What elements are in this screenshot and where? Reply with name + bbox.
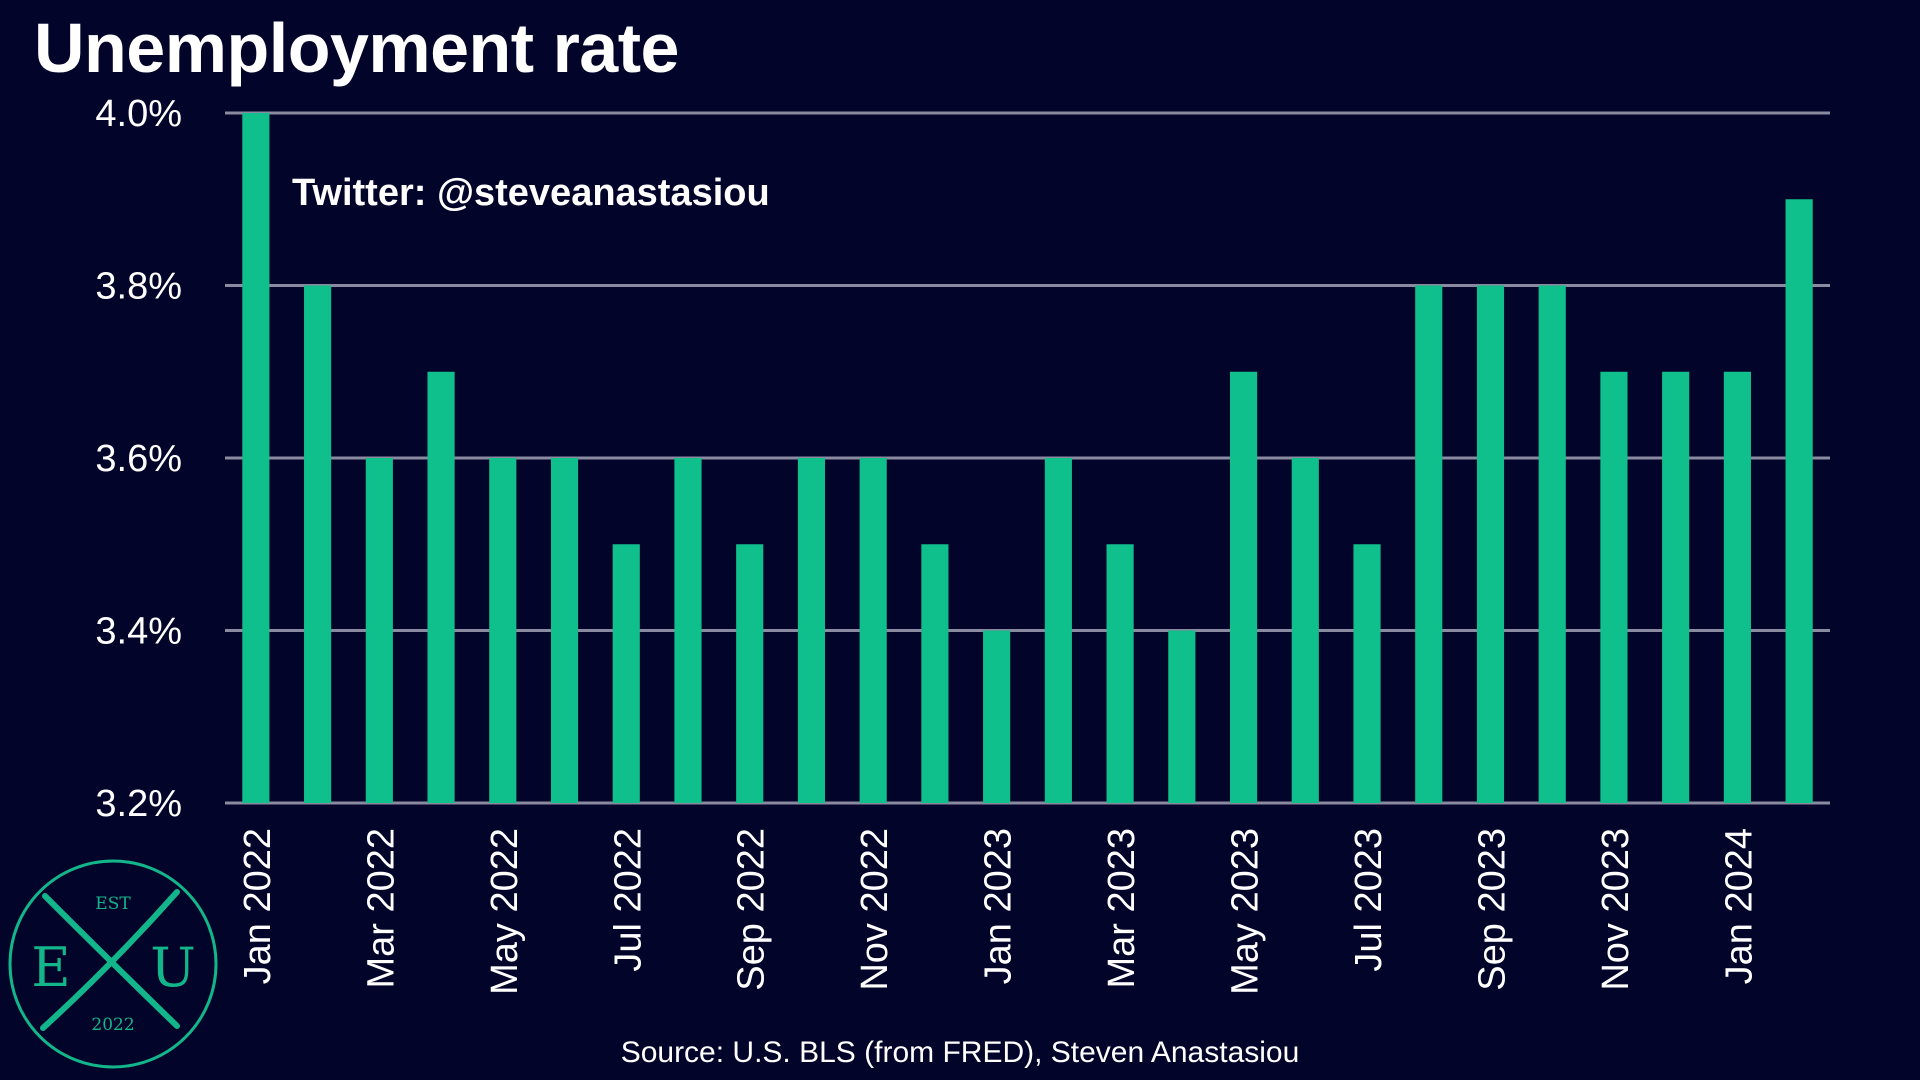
bar xyxy=(365,458,393,803)
bar xyxy=(1044,458,1072,803)
bar xyxy=(674,458,702,803)
logo-left-letter: E xyxy=(31,936,70,999)
x-tick-label: May 2022 xyxy=(484,828,526,995)
bar xyxy=(1291,458,1319,803)
bar xyxy=(983,630,1011,803)
x-axis-ticks: Jan 2022 Mar 2022 May 2022 Jul 2022 Sep 2022… xyxy=(237,828,1761,995)
bar xyxy=(1723,371,1751,803)
bar xyxy=(1353,544,1381,803)
logo-ring-icon xyxy=(8,859,218,1069)
bar xyxy=(921,544,949,803)
x-tick-label: Jul 2022 xyxy=(607,828,649,972)
y-tick-label: 3.6% xyxy=(95,438,182,480)
bar xyxy=(612,544,640,803)
x-tick-label: Sep 2022 xyxy=(731,828,773,991)
bar xyxy=(1785,199,1813,803)
x-tick-label: Sep 2023 xyxy=(1471,828,1513,991)
bar xyxy=(1662,371,1690,803)
grid-lines xyxy=(225,111,1830,805)
x-tick-label: Mar 2023 xyxy=(1101,828,1143,989)
bar xyxy=(859,458,887,803)
exu-logo: EST E U X 2022 xyxy=(8,859,218,1069)
y-tick-label: 4.0% xyxy=(95,93,182,135)
source-note: Source: U.S. BLS (from FRED), Steven Ana… xyxy=(620,1036,1300,1069)
x-tick-label: Jan 2023 xyxy=(978,828,1020,984)
y-tick-label: 3.2% xyxy=(95,783,182,825)
x-tick-label: Mar 2022 xyxy=(360,828,402,989)
bar xyxy=(1229,371,1258,803)
bars xyxy=(242,113,1813,803)
y-tick-label: 3.4% xyxy=(95,611,182,653)
y-tick-label: 3.8% xyxy=(95,266,182,308)
bar xyxy=(1476,285,1505,803)
chart-title: Unemployment rate xyxy=(34,9,679,87)
x-tick-label: Jan 2022 xyxy=(237,828,279,984)
bar xyxy=(1600,371,1628,803)
x-tick-label: Jul 2023 xyxy=(1348,828,1390,972)
bar xyxy=(1168,630,1196,803)
bar xyxy=(1538,285,1566,803)
x-tick-label: May 2023 xyxy=(1225,828,1267,995)
bar xyxy=(1106,544,1134,803)
bar xyxy=(550,458,579,803)
bar xyxy=(489,458,517,803)
x-tick-label: Nov 2022 xyxy=(854,828,896,991)
bar xyxy=(304,285,332,803)
bar xyxy=(797,458,826,803)
bar xyxy=(427,371,455,803)
bar xyxy=(736,544,764,803)
logo-top-text: EST xyxy=(95,894,131,914)
y-axis-ticks: 3.2% 3.4% 3.6% 3.8% 4.0% xyxy=(95,93,182,825)
bar xyxy=(242,113,270,803)
logo-right-letter: U xyxy=(150,936,196,999)
x-tick-label: Nov 2023 xyxy=(1595,828,1637,991)
twitter-annotation: Twitter: @steveanastasiou xyxy=(292,172,770,214)
bar xyxy=(1415,285,1443,803)
logo-bottom-text: 2022 xyxy=(91,1015,134,1035)
logo-cross-icon xyxy=(40,889,180,1031)
x-tick-label: Jan 2024 xyxy=(1718,828,1760,984)
